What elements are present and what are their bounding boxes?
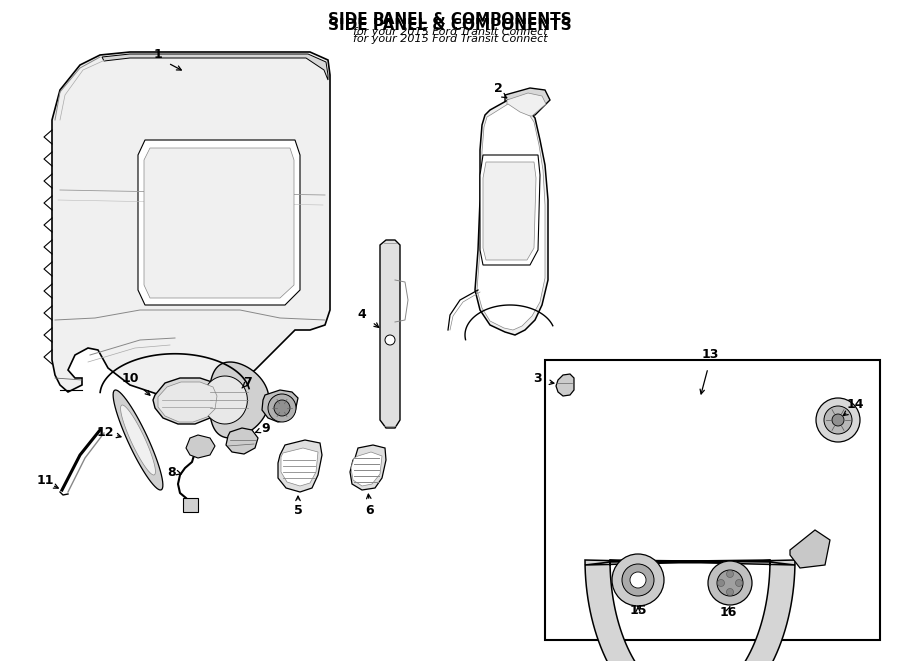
Text: 8: 8 (167, 465, 176, 479)
Circle shape (630, 572, 646, 588)
Circle shape (268, 394, 296, 422)
Circle shape (708, 561, 752, 605)
Text: 5: 5 (293, 504, 302, 516)
Text: 10: 10 (122, 371, 139, 385)
Circle shape (726, 570, 734, 578)
Text: 15: 15 (629, 603, 647, 617)
Circle shape (726, 588, 734, 596)
Polygon shape (158, 382, 217, 422)
Polygon shape (351, 452, 382, 486)
Text: SIDE PANEL & COMPONENTS: SIDE PANEL & COMPONENTS (328, 12, 572, 27)
Text: 4: 4 (357, 309, 366, 321)
Text: 6: 6 (365, 504, 374, 516)
Polygon shape (281, 448, 318, 486)
Polygon shape (153, 378, 220, 424)
Text: 13: 13 (701, 348, 719, 362)
Polygon shape (209, 362, 269, 438)
Polygon shape (121, 405, 156, 475)
Polygon shape (380, 240, 400, 428)
Circle shape (612, 554, 664, 606)
Bar (545, 360, 880, 640)
Circle shape (824, 406, 852, 434)
Polygon shape (113, 390, 163, 490)
Polygon shape (183, 498, 198, 512)
Polygon shape (226, 428, 258, 454)
Text: for your 2015 Ford Transit Connect: for your 2015 Ford Transit Connect (353, 34, 547, 44)
Text: 2: 2 (493, 81, 502, 95)
Text: 3: 3 (534, 371, 543, 385)
Polygon shape (144, 148, 294, 298)
Text: SIDE PANEL & COMPONENTS: SIDE PANEL & COMPONENTS (328, 18, 572, 33)
Circle shape (717, 580, 725, 586)
Text: 11: 11 (36, 473, 54, 486)
Polygon shape (477, 104, 545, 330)
Text: 1: 1 (154, 48, 162, 61)
Circle shape (717, 570, 743, 596)
Circle shape (832, 414, 844, 426)
Polygon shape (480, 155, 540, 265)
Polygon shape (790, 530, 830, 568)
Polygon shape (483, 162, 536, 260)
Circle shape (735, 580, 742, 586)
Polygon shape (186, 435, 215, 458)
Polygon shape (278, 440, 322, 492)
Text: 12: 12 (96, 426, 113, 438)
Polygon shape (475, 100, 548, 335)
Polygon shape (102, 54, 328, 80)
Polygon shape (350, 445, 386, 490)
Polygon shape (202, 376, 248, 424)
Polygon shape (138, 140, 300, 305)
Text: 14: 14 (846, 399, 864, 412)
Circle shape (274, 400, 290, 416)
Circle shape (622, 564, 654, 596)
Text: for your 2015 Ford Transit Connect: for your 2015 Ford Transit Connect (353, 27, 547, 37)
Text: 16: 16 (719, 605, 737, 619)
Circle shape (385, 335, 395, 345)
Polygon shape (556, 374, 574, 396)
Circle shape (816, 398, 860, 442)
Text: 9: 9 (262, 422, 270, 434)
Polygon shape (262, 390, 298, 422)
Text: 7: 7 (244, 375, 252, 389)
Polygon shape (507, 93, 546, 116)
Polygon shape (585, 560, 795, 661)
Polygon shape (52, 52, 330, 395)
Polygon shape (505, 88, 550, 118)
